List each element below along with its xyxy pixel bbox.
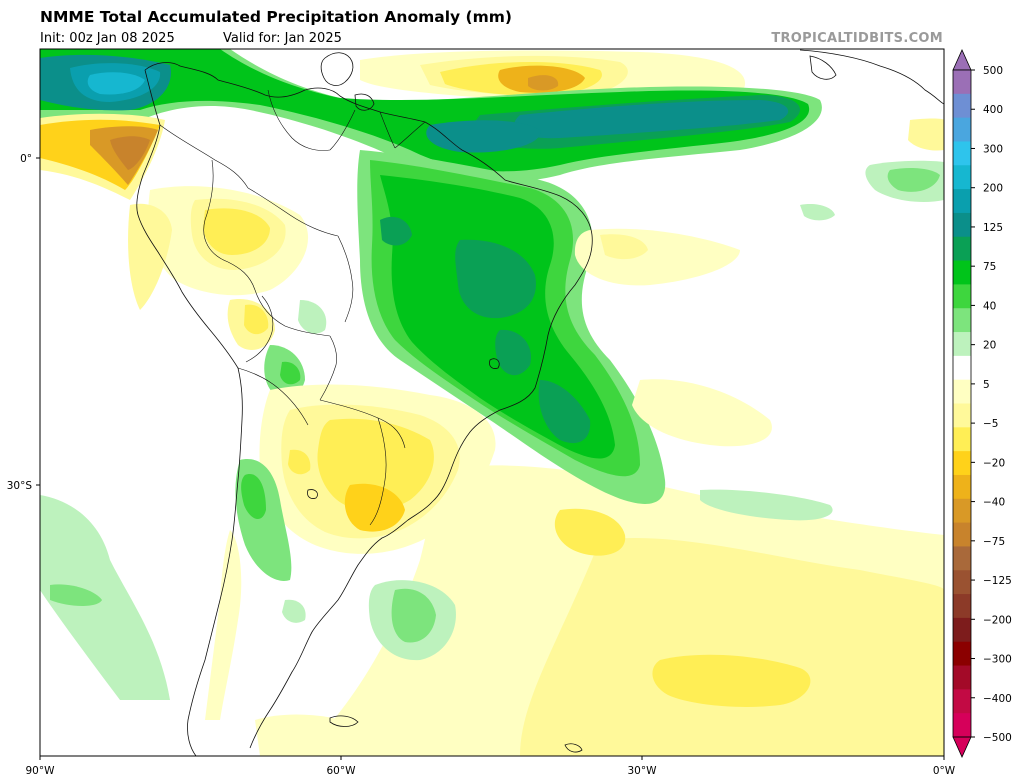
colorbar-bottom-arrow: [952, 736, 972, 758]
colorbar-segment: [953, 93, 971, 119]
colorbar-segment: [953, 641, 971, 667]
x-tick-label-60w: 60°W: [327, 765, 357, 777]
colorbar-segment: [953, 141, 971, 166]
valid-time: Valid for: Jan 2025: [223, 31, 342, 46]
colorbar-label: 5: [983, 379, 990, 391]
init-time: Init: 00z Jan 08 2025: [40, 31, 175, 46]
colorbar-segment: [953, 713, 971, 738]
colorbar-segment: [953, 522, 971, 547]
colorbar-label: 40: [983, 300, 996, 312]
colorbar-segment: [953, 284, 971, 309]
x-tick-label-30w: 30°W: [628, 765, 658, 777]
x-axis: 90°W 60°W 30°W 0°W: [26, 756, 956, 777]
colorbar-label: 20: [983, 340, 996, 352]
colorbar-segment: [953, 617, 971, 643]
colorbar-segment: [953, 379, 971, 404]
colorbar-segment: [953, 236, 971, 262]
colorbar-label: 400: [983, 104, 1003, 116]
colorbar-segment: [953, 332, 971, 357]
colorbar-segment: [953, 260, 971, 285]
colorbar-segment: [953, 308, 971, 333]
colorbar-label: −400: [983, 693, 1012, 705]
colorbar-label: −125: [983, 575, 1012, 587]
colorbar-segment: [953, 403, 971, 428]
colorbar-segment: [953, 498, 971, 524]
map-title: NMME Total Accumulated Precipitation Ano…: [40, 8, 512, 26]
colorbar-segment: [953, 689, 971, 714]
colorbar-label: −300: [983, 654, 1012, 666]
colorbar-label: 125: [983, 222, 1003, 234]
colorbar-frame: [952, 69, 972, 738]
colorbar-segment: [953, 117, 971, 142]
colorbar-label: −5: [983, 418, 998, 430]
colorbar-label: −75: [983, 536, 1005, 548]
colorbar-label: 300: [983, 143, 1003, 155]
colorbar-segment: [953, 70, 971, 95]
anomaly-field: [40, 49, 944, 756]
colorbar-segment: [953, 451, 971, 476]
colorbar-label: −40: [983, 497, 1005, 509]
colorbar-segment: [953, 165, 971, 190]
site-credit: TROPICALTIDBITS.COM: [771, 31, 943, 46]
colorbar-top-arrow: [952, 49, 972, 71]
colorbar-label: −500: [983, 732, 1012, 744]
colorbar-label: 500: [983, 65, 1003, 77]
colorbar: 500 400 300 200 125 75 40 20 5 −5 −20 −40 −75 −125 −20…: [952, 49, 1012, 758]
colorbar-label: 200: [983, 183, 1003, 195]
colorbar-segment: [953, 594, 971, 619]
colorbar-segment: [953, 427, 971, 452]
colorbar-segment: [953, 189, 971, 214]
map-frame: [39, 48, 945, 757]
colorbar-segment: [953, 665, 971, 690]
y-tick-label-30s: 30°S: [7, 480, 33, 492]
colorbar-segment: [953, 355, 971, 381]
colorbar-label: 75: [983, 261, 996, 273]
country-borders: [159, 89, 426, 526]
colorbar-segment: [953, 570, 971, 595]
y-tick-label-0: 0°: [20, 153, 32, 165]
y-axis: 0° 30°S: [7, 153, 40, 492]
x-tick-label-0w: 0°W: [933, 765, 956, 777]
colorbar-segment: [953, 212, 971, 238]
colorbar-label: −20: [983, 457, 1005, 469]
colorbar-label: −200: [983, 614, 1012, 626]
colorbar-segment: [953, 546, 971, 571]
x-tick-label-90w: 90°W: [26, 765, 56, 777]
colorbar-segment: [953, 474, 971, 500]
